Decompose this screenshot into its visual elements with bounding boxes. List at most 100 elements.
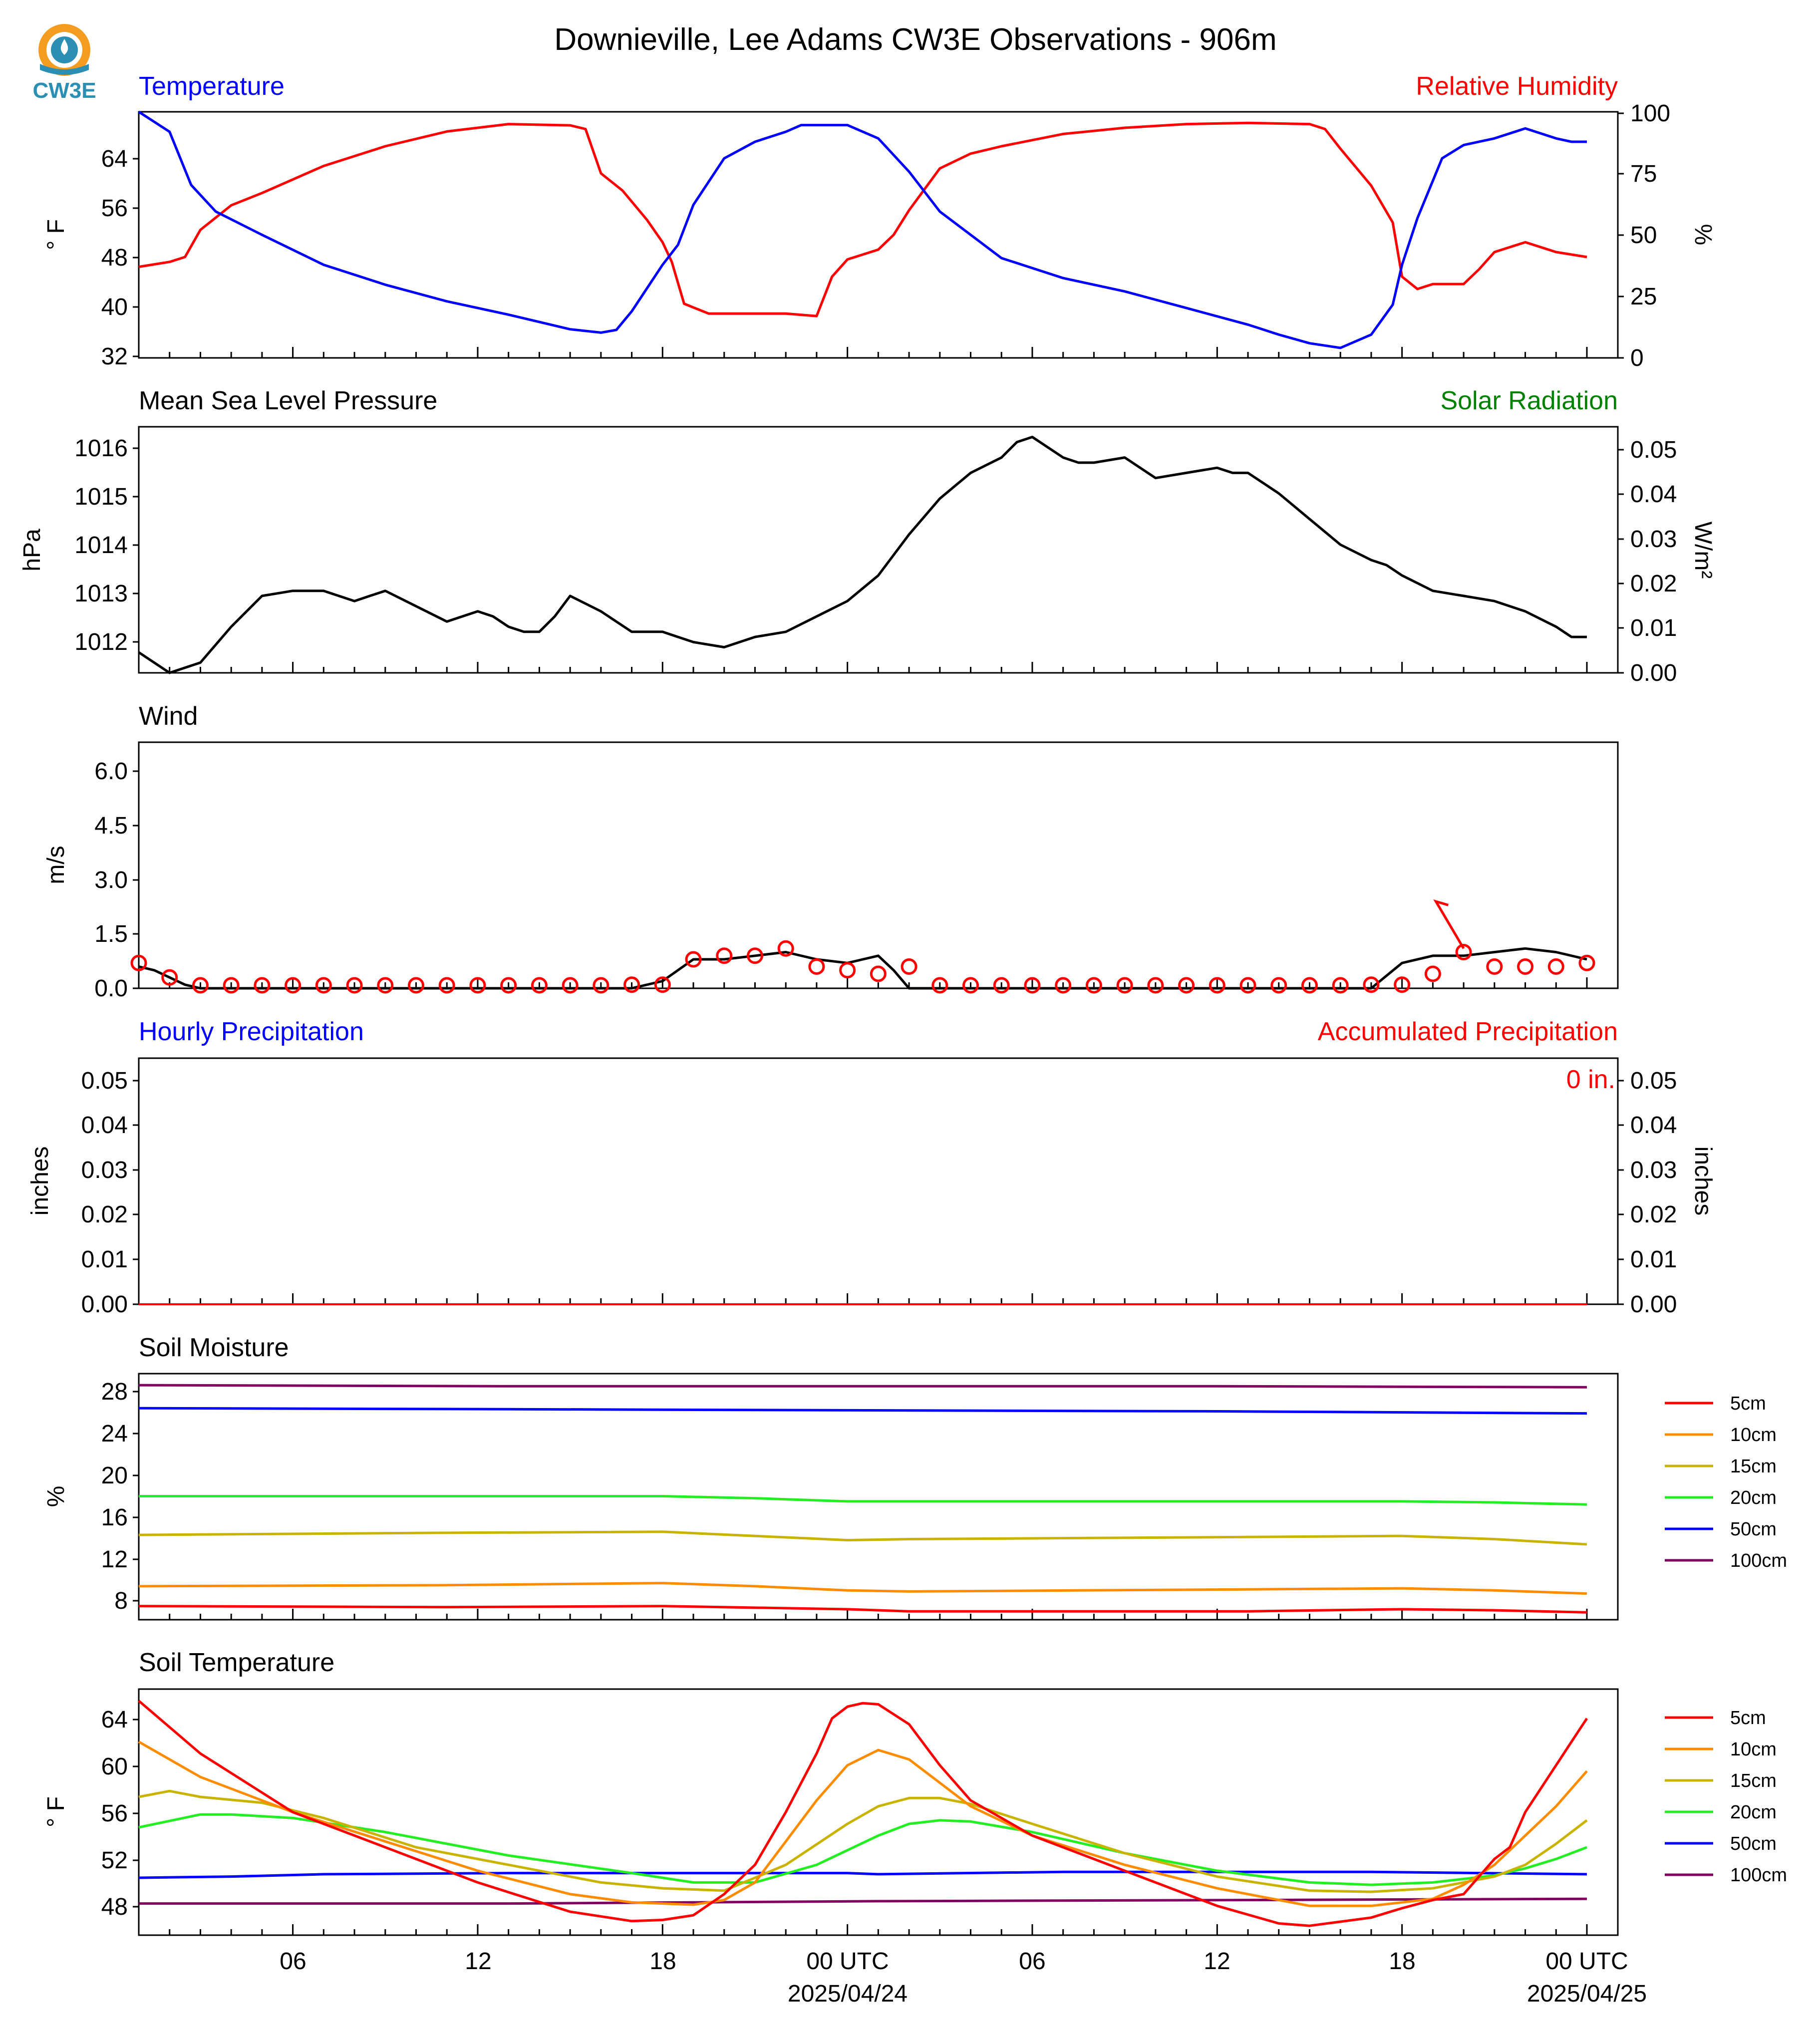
wind-mean-marker xyxy=(161,969,178,986)
soil-temp-tick: 56 xyxy=(101,1800,128,1827)
wind-mean-marker xyxy=(962,977,979,994)
wind-tick: 4.5 xyxy=(94,813,128,839)
soil-temp-line xyxy=(138,1870,1587,1879)
pressure-plot-frame xyxy=(138,426,1619,674)
accum-tick: 0.03 xyxy=(1630,1157,1677,1183)
soil-temp-tick: 64 xyxy=(101,1707,128,1733)
soil-moisture-tick: 12 xyxy=(101,1546,128,1573)
wind-tick: 1.5 xyxy=(94,921,128,947)
accum-precip-title: Accumulated Precipitation xyxy=(1318,1017,1618,1046)
wind-mean-marker xyxy=(469,977,486,994)
pressure-left-ticks: 1012 1013 1014 1015 1016 xyxy=(74,435,139,655)
wind-mean-marker xyxy=(562,977,579,994)
wind-mean-marker xyxy=(1547,958,1564,975)
temp-tick: 32 xyxy=(101,343,128,370)
wind-mean-marker xyxy=(1332,977,1349,994)
accum-tick: 0.04 xyxy=(1630,1112,1677,1139)
x-axis-labels: 06 12 18 00 UTC 2025/04/24 06 12 18 00 U… xyxy=(280,1948,1647,2007)
precip-axis-unit: inches xyxy=(27,1147,53,1216)
wind-mean-marker xyxy=(531,977,548,994)
temp-tick: 40 xyxy=(101,294,128,320)
legend-label: 50cm xyxy=(1730,1833,1777,1854)
wind-mean-marker xyxy=(1024,977,1041,994)
x-tick-label: 18 xyxy=(649,1948,676,1975)
hourly-precip-title: Hourly Precipitation xyxy=(139,1017,364,1046)
legend-label: 5cm xyxy=(1730,1708,1766,1729)
soil-temp-line xyxy=(139,1897,1587,1905)
wind-mean-marker xyxy=(870,965,887,982)
accum-tick: 0.00 xyxy=(1630,1291,1677,1318)
soil-temp-plot-frame xyxy=(138,1688,1619,1936)
x-tick-label: 00 UTC xyxy=(1545,1948,1628,1975)
wind-mean-marker xyxy=(285,977,302,994)
soil-temp-line xyxy=(138,1700,1588,1927)
temp-tick: 48 xyxy=(101,245,128,271)
pressure-tick: 1015 xyxy=(74,484,128,510)
panel-temperature-humidity: Temperature Relative Humidity 32 40 48 5… xyxy=(43,72,1716,371)
wind-mean-marker xyxy=(1270,977,1287,994)
temp-tick: 64 xyxy=(101,146,128,172)
wind-mean-marker xyxy=(1486,958,1503,975)
wind-mean-marker xyxy=(1116,977,1133,994)
panel-precipitation: Hourly Precipitation Accumulated Precipi… xyxy=(27,1017,1716,1318)
humidity-title: Relative Humidity xyxy=(1416,72,1618,101)
wind-mean-marker xyxy=(777,940,794,957)
wind-mean-marker xyxy=(1301,977,1318,994)
wind-mean-marker xyxy=(685,951,702,968)
panel-wind: Wind 0.0 1.5 3.0 4.5 6.0 m/s xyxy=(43,702,1619,1002)
soil-moisture-tick: 24 xyxy=(101,1421,128,1447)
wind-title: Wind xyxy=(139,702,198,731)
precip-tick: 0.03 xyxy=(81,1157,128,1183)
precip-tick: 0.02 xyxy=(81,1201,128,1228)
solar-right-ticks: 0.00 0.01 0.02 0.03 0.04 0.05 xyxy=(1618,437,1677,686)
soil-moisture-line xyxy=(138,1582,1587,1595)
solar-tick: 0.00 xyxy=(1630,660,1677,686)
x-tick-label: 06 xyxy=(280,1948,306,1975)
precip-tick: 0.05 xyxy=(81,1068,128,1094)
soil-temp-tick: 52 xyxy=(101,1847,128,1874)
legend-label: 20cm xyxy=(1730,1802,1777,1823)
wind-mean-marker xyxy=(654,976,671,993)
pressure-tick: 1016 xyxy=(74,435,128,462)
humidity-axis-unit: % xyxy=(1690,224,1716,246)
wind-mean-marker xyxy=(1055,977,1072,994)
wind-tick: 3.0 xyxy=(94,867,128,893)
wind-speed-line xyxy=(138,947,1587,990)
wind-mean-marker xyxy=(746,947,763,964)
temperature-line xyxy=(138,110,1587,349)
accum-axis-unit: inches xyxy=(1690,1147,1716,1216)
wind-mean-marker xyxy=(1424,965,1441,982)
wind-mean-marker xyxy=(223,977,240,994)
soil-moisture-legend: 5cm 10cm 15cm 20cm 50cm 100cm xyxy=(1665,1393,1787,1571)
solar-tick: 0.05 xyxy=(1630,437,1677,463)
soil-moisture-left-ticks: 8 12 16 20 24 28 xyxy=(101,1379,139,1614)
wind-left-ticks: 0.0 1.5 3.0 4.5 6.0 xyxy=(94,758,139,1002)
humidity-tick: 50 xyxy=(1630,222,1657,249)
wind-mean-marker xyxy=(130,954,147,971)
temperature-title: Temperature xyxy=(139,72,285,101)
wind-mean-marker xyxy=(192,977,209,994)
x-tick-label: 06 xyxy=(1019,1948,1045,1975)
soil-temp-left-ticks: 48 52 56 60 64 xyxy=(101,1707,139,1920)
solar-axis-unit: W/m² xyxy=(1690,522,1716,579)
soil-moisture-tick: 20 xyxy=(101,1462,128,1489)
legend-label: 5cm xyxy=(1730,1393,1766,1414)
panel-soil-moisture: Soil Moisture 8 12 16 20 24 28 % 5cm 10c… xyxy=(43,1333,1787,1621)
wind-mean-marker xyxy=(1363,976,1380,993)
precip-tick: 0.01 xyxy=(81,1246,128,1273)
legend-label: 100cm xyxy=(1730,1550,1787,1571)
wind-mean-marker xyxy=(623,976,640,993)
humidity-tick: 0 xyxy=(1630,345,1644,371)
x-tick-label: 12 xyxy=(465,1948,491,1975)
soil-moisture-axis-unit: % xyxy=(43,1486,69,1507)
pressure-tick: 1012 xyxy=(74,629,128,655)
wind-mean-marker xyxy=(1147,977,1164,994)
temp-axis-unit: ° F xyxy=(43,219,69,250)
x-tick-label: 00 UTC xyxy=(806,1948,889,1975)
soil-moisture-title: Soil Moisture xyxy=(139,1333,289,1362)
legend-label: 100cm xyxy=(1730,1865,1787,1886)
solar-tick: 0.01 xyxy=(1630,615,1677,641)
legend-label: 15cm xyxy=(1730,1770,1777,1791)
precip-left-ticks: 0.00 0.01 0.02 0.03 0.04 0.05 xyxy=(81,1068,139,1318)
wind-plot-frame xyxy=(138,741,1619,989)
